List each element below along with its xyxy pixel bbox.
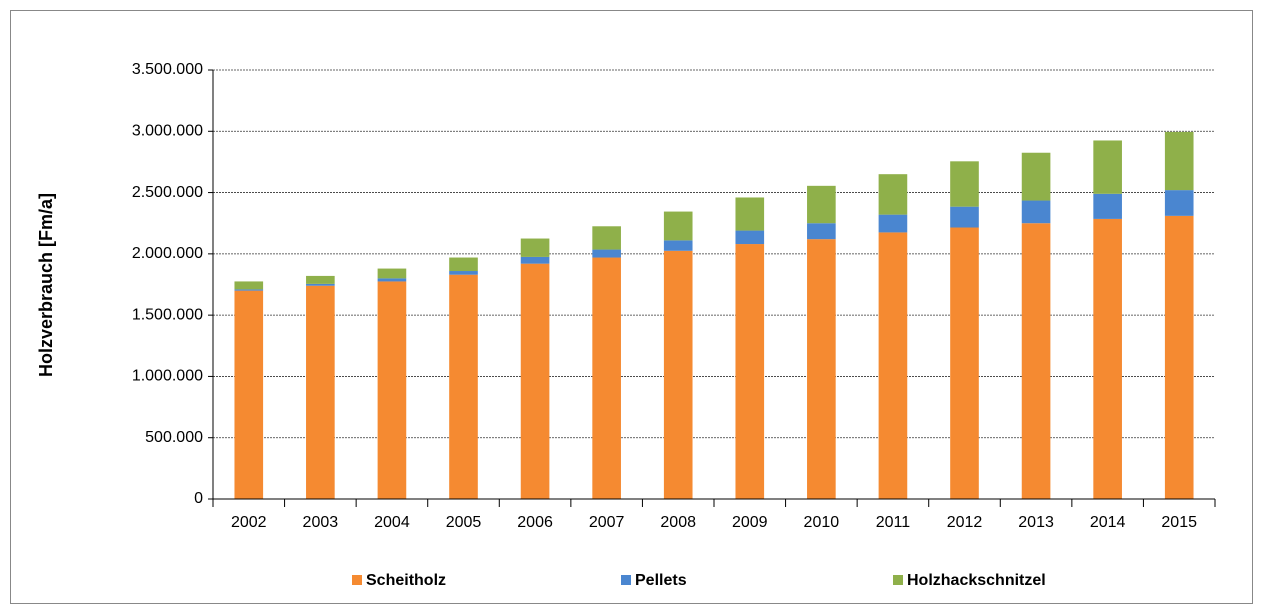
bar-segment: [735, 244, 765, 499]
legend-swatch: [893, 575, 903, 585]
legend-swatch: [621, 575, 631, 585]
bar-segment: [663, 250, 693, 499]
y-tick-label: 500.000: [145, 429, 203, 446]
y-tick-label: 0: [194, 490, 203, 507]
bar-segment: [663, 240, 693, 251]
x-tick-label: 2002: [231, 514, 267, 531]
bar-segment: [449, 257, 478, 272]
bar-segment: [234, 281, 264, 290]
bar-segment: [1093, 140, 1122, 194]
x-tick-label: 2011: [876, 514, 911, 531]
x-tick-label: 2007: [589, 514, 625, 531]
bar-segment: [1164, 190, 1194, 216]
bar-segment: [878, 232, 908, 499]
bar-segment: [1093, 218, 1122, 499]
x-tick-label: 2013: [1018, 514, 1054, 531]
y-tick-label: 1.000.000: [132, 368, 203, 385]
bar-segment: [735, 230, 765, 245]
bar-segment: [234, 289, 264, 291]
x-tick-label: 2006: [517, 514, 553, 531]
x-tick-label: 2003: [303, 514, 339, 531]
legend-label: Pellets: [635, 572, 687, 589]
legend-swatch: [352, 575, 362, 585]
bar-segment: [1021, 200, 1051, 224]
x-tick-label: 2015: [1161, 514, 1197, 531]
bar-segment: [520, 238, 550, 257]
bar-segment: [1164, 215, 1194, 500]
bar-segment: [1021, 223, 1051, 499]
y-tick-label: 2.500.000: [132, 184, 203, 201]
bar-segment: [807, 239, 836, 500]
bar-segment: [377, 268, 407, 279]
bar-segment: [663, 211, 693, 241]
bar-segment: [807, 185, 836, 224]
bar-segment: [1164, 131, 1194, 191]
x-tick-label: 2008: [660, 514, 696, 531]
bar-segment: [1093, 193, 1122, 219]
x-tick-label: 2009: [732, 514, 768, 531]
bar-segment: [592, 249, 621, 258]
x-tick-label: 2014: [1090, 514, 1126, 531]
bar-segment: [234, 290, 264, 499]
bar-segment: [520, 256, 550, 264]
bar-segment: [878, 214, 908, 233]
bar-segment: [449, 271, 478, 275]
bar-segment: [878, 174, 908, 215]
y-tick-label: 2.000.000: [132, 245, 203, 262]
bar-segment: [950, 206, 979, 228]
bar-segment: [449, 274, 478, 499]
bar-segment: [306, 275, 335, 284]
y-tick-label: 3.000.000: [132, 123, 203, 140]
bar-segment: [950, 161, 979, 207]
y-tick-label: 3.500.000: [132, 61, 203, 78]
bar-segment: [306, 283, 335, 286]
bar-segment: [520, 263, 550, 499]
x-tick-label: 2010: [804, 514, 840, 531]
bar-segment: [592, 257, 621, 499]
bar-segment: [377, 278, 407, 282]
bar-segment: [377, 281, 407, 499]
y-axis-label: Holzverbrauch [Fm/a]: [36, 193, 56, 377]
legend-label: Holzhackschnitzel: [907, 572, 1046, 589]
x-tick-label: 2005: [446, 514, 482, 531]
bar-segment: [735, 197, 765, 231]
bar-segment: [950, 227, 979, 500]
bar-segment: [306, 285, 335, 499]
bar-segment: [592, 226, 621, 250]
y-tick-label: 1.500.000: [132, 306, 203, 323]
bar-segment: [1021, 152, 1051, 201]
x-tick-label: 2012: [947, 514, 983, 531]
x-tick-label: 2004: [374, 514, 410, 531]
bar-segment: [807, 223, 836, 240]
legend-label: Scheitholz: [366, 572, 446, 589]
